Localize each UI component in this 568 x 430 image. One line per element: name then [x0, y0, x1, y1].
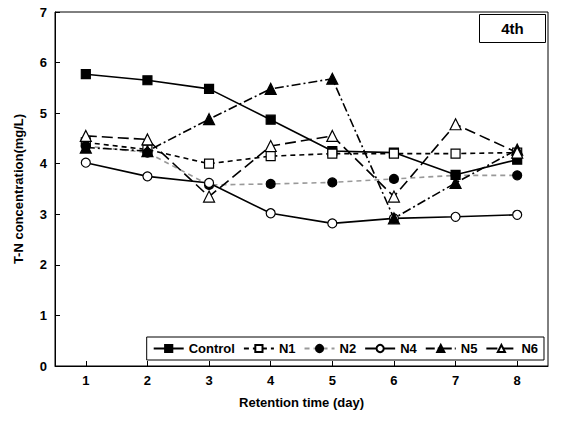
svg-text:4: 4	[267, 373, 275, 388]
svg-text:Control: Control	[189, 341, 235, 356]
svg-text:5: 5	[329, 373, 336, 388]
svg-text:1: 1	[82, 373, 89, 388]
svg-text:3: 3	[40, 207, 47, 222]
svg-text:2: 2	[40, 257, 47, 272]
svg-text:2: 2	[144, 373, 151, 388]
svg-text:8: 8	[514, 373, 521, 388]
svg-text:N2: N2	[340, 341, 357, 356]
svg-text:3: 3	[205, 373, 212, 388]
svg-text:5: 5	[40, 106, 47, 121]
svg-text:N1: N1	[279, 341, 296, 356]
svg-text:7: 7	[452, 373, 459, 388]
svg-text:Retention time (day): Retention time (day)	[239, 395, 364, 410]
svg-text:N4: N4	[400, 341, 417, 356]
svg-text:6: 6	[40, 55, 47, 70]
svg-text:N6: N6	[521, 341, 538, 356]
svg-text:6: 6	[390, 373, 397, 388]
svg-text:4: 4	[40, 156, 48, 171]
svg-text:T-N concentration(mg/L): T-N concentration(mg/L)	[11, 114, 26, 264]
svg-text:1: 1	[40, 308, 47, 323]
svg-text:4th: 4th	[501, 20, 524, 37]
svg-text:N5: N5	[461, 341, 478, 356]
svg-text:7: 7	[40, 5, 47, 20]
svg-text:0: 0	[40, 359, 47, 374]
